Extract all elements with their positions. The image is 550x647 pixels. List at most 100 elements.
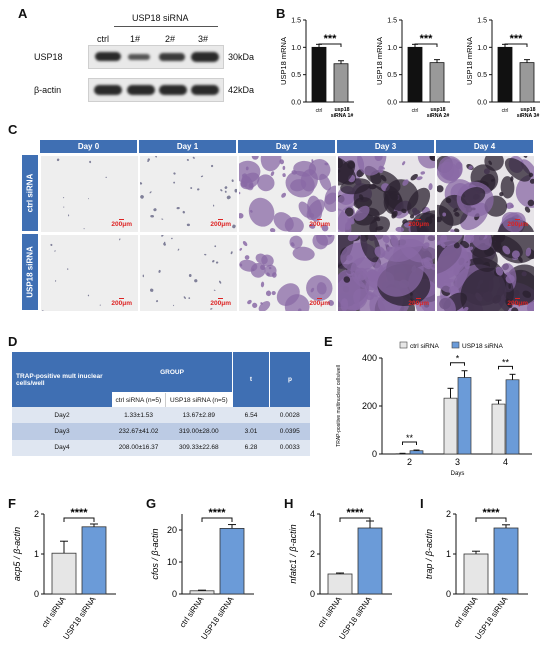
table-corner: TRAP-positive mult inuclear cells/well <box>12 352 112 408</box>
cell <box>343 276 351 283</box>
scale-bar: 200μm <box>111 298 132 307</box>
blot-lane-label: 2# <box>165 34 176 44</box>
y-tick-label: 0.0 <box>387 100 397 107</box>
cell <box>297 308 302 311</box>
cell <box>147 160 150 162</box>
cell <box>239 247 243 251</box>
cell <box>501 211 524 232</box>
bar <box>409 450 424 455</box>
cell <box>89 160 92 164</box>
x-tick-label: siRNA 1# <box>331 113 354 119</box>
x-tick-label: usp18 <box>521 107 536 113</box>
cell <box>163 242 166 246</box>
cell <box>437 243 470 293</box>
y-tick-label: 1.0 <box>291 45 301 52</box>
micrograph: 200μm <box>337 234 436 312</box>
x-tick-label: ctrl <box>502 108 509 114</box>
cell <box>438 156 463 181</box>
cell <box>437 235 463 247</box>
cell <box>142 274 145 278</box>
y-tick-label: 200 <box>362 401 377 411</box>
legend-swatch <box>451 341 460 349</box>
cell <box>502 245 511 255</box>
y-tick-label: 20 <box>167 525 177 535</box>
day-header: Day 4 <box>436 140 533 153</box>
cell <box>186 223 190 227</box>
y-tick-label: 1.5 <box>387 18 397 25</box>
cell <box>224 186 228 189</box>
blot-group-label: USP18 siRNA <box>132 13 189 23</box>
cell <box>231 179 234 183</box>
x-tick-label: usp18 <box>335 107 350 113</box>
cell <box>155 300 159 303</box>
y-tick-label: 0 <box>372 449 377 459</box>
cell <box>524 206 531 213</box>
cell <box>312 235 328 250</box>
cell <box>470 235 492 251</box>
cell <box>488 160 492 165</box>
cell <box>300 169 318 192</box>
cell <box>268 266 272 270</box>
y-axis-label: nfatc1 / β-actin <box>288 524 298 583</box>
cell <box>210 308 213 310</box>
cell <box>171 237 173 240</box>
legend-swatch <box>399 341 408 349</box>
cell <box>177 248 180 251</box>
cell <box>504 157 531 182</box>
sig-label: *** <box>420 33 434 45</box>
cell <box>442 212 447 217</box>
panel-label-d: D <box>8 334 18 349</box>
cell <box>204 253 207 256</box>
cell <box>247 299 252 305</box>
scale-bar: 200μm <box>111 219 132 228</box>
cell <box>374 245 424 297</box>
cell <box>42 310 44 311</box>
cell <box>220 189 223 192</box>
sig-bracket <box>498 365 513 370</box>
row-label-usp18: USP18 siRNA <box>22 234 38 310</box>
sig-label: ** <box>502 357 510 367</box>
y-tick-label: 2 <box>446 509 451 519</box>
bar <box>491 403 506 455</box>
cell <box>515 174 534 208</box>
cell <box>460 267 514 311</box>
cell <box>83 227 85 230</box>
cell <box>500 176 515 199</box>
cell <box>269 228 276 232</box>
cell <box>190 187 193 189</box>
cell <box>50 243 53 246</box>
cell <box>319 173 332 191</box>
y-axis-label: trap / β-actin <box>424 529 434 579</box>
cell <box>467 259 471 266</box>
scale-bar: 200μm <box>309 298 330 307</box>
cell <box>67 268 69 270</box>
micrograph: 200μm <box>436 155 535 233</box>
y-tick-label: 0.5 <box>387 72 397 79</box>
bar <box>457 377 472 455</box>
bar <box>407 46 423 103</box>
y-tick-label: 2 <box>34 509 39 519</box>
cell <box>149 191 152 194</box>
cell <box>353 197 373 209</box>
cell <box>429 156 435 162</box>
cell <box>428 183 433 191</box>
cell <box>338 269 361 311</box>
x-tick-label: USP18 siRNA <box>199 594 236 641</box>
x-tick-label: ctrl siRNA <box>178 594 206 629</box>
y-tick-label: 4 <box>310 509 315 519</box>
cell <box>172 304 175 307</box>
cell <box>307 195 323 222</box>
sig-label: **** <box>208 507 226 519</box>
sig-label: * <box>456 354 460 364</box>
table-t-header: t <box>232 352 270 408</box>
blot-group-line <box>114 26 218 27</box>
cell <box>54 250 56 252</box>
y-tick-label: 0 <box>446 589 451 599</box>
blot-strip-usp18 <box>88 45 224 69</box>
x-tick-label: usp18 <box>431 107 446 113</box>
bar <box>219 527 245 595</box>
cell <box>232 224 236 229</box>
cell <box>99 304 101 306</box>
cell <box>260 156 282 172</box>
day-header: Day 3 <box>337 140 434 153</box>
